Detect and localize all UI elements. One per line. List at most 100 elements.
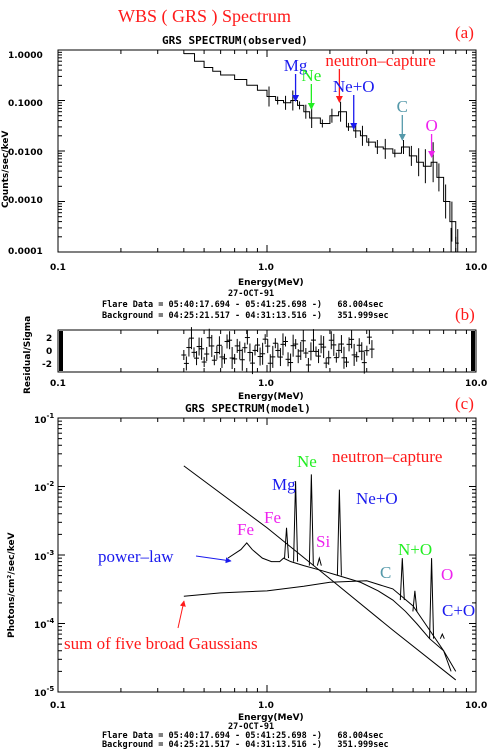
peak-label: C <box>380 563 391 582</box>
x-tick-label: 1.0 <box>258 263 274 273</box>
y-tick-label: -2 <box>42 360 52 370</box>
x-tick-label: 1.0 <box>258 701 274 711</box>
y-tick-base: 10 <box>34 553 47 563</box>
panel-c-letter: (c) <box>455 394 474 413</box>
peak-arrow-head <box>398 134 406 141</box>
narrow-line-peak <box>439 632 445 639</box>
y-tick-base: 10 <box>34 484 47 494</box>
peak-arrow-head <box>335 96 343 103</box>
y-tick-label: 0.0001 <box>8 247 43 257</box>
gaussians-arrow <box>177 600 186 629</box>
panel-a-flare: Flare Data = 05:40:17.694 - 05:41:25.698… <box>102 300 383 310</box>
y-tick-base: 10 <box>34 689 47 699</box>
narrow-line-peak <box>412 590 418 612</box>
x-tick-label: 10.0 <box>465 701 487 711</box>
y-tick-label: 10-5 <box>34 685 54 699</box>
y-tick-base: 10 <box>34 621 47 631</box>
narrow-line-peak <box>293 481 299 562</box>
y-tick-exponent: -5 <box>47 685 55 693</box>
peak-arrow-head <box>428 151 436 158</box>
y-tick-base: 10 <box>34 416 47 426</box>
panel-c-title: GRS SPECTRUM(model) <box>185 402 311 415</box>
panel-a-date: 27-OCT-91 <box>228 289 274 299</box>
panel-b-tick-marks <box>57 330 467 372</box>
peak-label: O <box>425 116 437 135</box>
y-tick-exponent: -4 <box>47 617 55 625</box>
residual-edge-block <box>59 331 63 371</box>
x-tick-label: 1.0 <box>258 379 274 389</box>
narrow-line-peak <box>316 556 322 566</box>
panel-a-background: Background = 04:25:21.517 - 04:31:13.516… <box>102 311 389 321</box>
panel-a: (a) GRS SPECTRUM(observed) 1.0000 0.1000… <box>1 23 487 321</box>
peak-label: Fe <box>237 520 254 539</box>
x-tick-label: 0.1 <box>50 701 66 711</box>
panel-b-x-ticks: 0.1 1.0 10.0 <box>50 379 487 389</box>
peak-label: neutron–capture <box>332 447 442 466</box>
narrow-line-peak <box>399 558 405 601</box>
narrow-line-peak <box>308 474 314 566</box>
x-tick-label: 10.0 <box>465 263 487 273</box>
figure-title: WBS ( GRS ) Spectrum <box>118 6 291 27</box>
peak-arrow-head <box>350 123 358 130</box>
peak-label: Fe <box>264 508 281 527</box>
peak-label: Si <box>316 532 330 551</box>
total-model-line <box>227 542 452 672</box>
x-tick-label: 0.1 <box>50 263 66 273</box>
peak-label: Ne+O <box>356 489 398 508</box>
peak-label: C+O <box>442 601 475 620</box>
panel-c: (c) GRS SPECTRUM(model) 10-1 10-2 10-3 1… <box>7 394 487 749</box>
y-tick-label: 10-4 <box>34 617 54 631</box>
peak-label: Ne <box>301 66 321 85</box>
panel-c-xlabel: Energy(MeV) <box>238 713 304 723</box>
peak-label: Mg <box>284 56 308 75</box>
panel-c-data <box>183 465 457 681</box>
panel-a-letter: (a) <box>455 23 474 42</box>
panel-c-date: 27-OCT-91 <box>228 722 274 732</box>
observed-spectrum-line <box>183 53 459 244</box>
panel-b-xlabel: Energy(MeV) <box>238 392 304 402</box>
panel-c-x-ticks: 0.1 1.0 10.0 <box>50 701 487 711</box>
narrow-line-peak <box>429 558 435 639</box>
y-tick-label: 10-3 <box>34 549 54 563</box>
panel-b-letter: (b) <box>455 305 475 324</box>
panel-a-data <box>183 53 459 252</box>
panel-a-x-ticks: 0.1 1.0 10.0 <box>50 263 487 273</box>
panel-b-ylabel: Residual/Sigma <box>23 316 33 394</box>
peak-arrow-head <box>292 95 300 102</box>
peak-label: O <box>441 565 453 584</box>
narrow-line-peak <box>336 489 342 576</box>
peak-label: N+O <box>398 540 432 559</box>
peak-label: Ne+O <box>333 77 375 96</box>
y-tick-label: 1.0000 <box>8 51 43 61</box>
panel-c-ylabel: Photons/cm²/sec/keV <box>7 532 17 638</box>
power-law-line <box>183 465 457 681</box>
residual-edge-block <box>471 331 475 371</box>
broad-gaussians-line <box>183 580 457 672</box>
panel-c-flare: Flare Data = 05:40:17.694 - 05:41:25.698… <box>102 731 383 741</box>
y-tick-label: 0.1000 <box>8 99 43 109</box>
gaussians-label: sum of five broad Gaussians <box>64 634 258 653</box>
panel-c-tick-marks <box>57 418 476 693</box>
panel-a-ylabel: Counts/sec/keV <box>1 131 11 208</box>
panel-c-y-ticks: 10-1 10-2 10-3 10-4 10-5 <box>34 412 54 699</box>
y-tick-exponent: -1 <box>47 412 55 420</box>
y-tick-exponent: -3 <box>47 549 55 557</box>
power-law-label: power–law <box>98 547 174 566</box>
y-tick-label: 10-2 <box>34 480 54 494</box>
x-tick-label: 10.0 <box>465 379 487 389</box>
peak-label: C <box>397 97 408 116</box>
y-tick-label: 0.0010 <box>8 196 43 206</box>
peak-arrow-head <box>307 103 315 110</box>
y-tick-label: 0 <box>46 347 52 357</box>
peak-label: neutron–capture <box>325 51 435 70</box>
narrow-line-peak <box>284 527 290 559</box>
panel-b-data <box>59 327 475 375</box>
panel-b: (b) 2 0 -2 Residual/Sigma 0.1 1.0 10.0 E… <box>23 305 487 402</box>
panel-a-title: GRS SPECTRUM(observed) <box>162 34 308 47</box>
y-tick-label: 0.0100 <box>8 148 43 158</box>
power-law-arrow <box>195 555 232 564</box>
panel-a-xlabel: Energy(MeV) <box>238 278 304 288</box>
